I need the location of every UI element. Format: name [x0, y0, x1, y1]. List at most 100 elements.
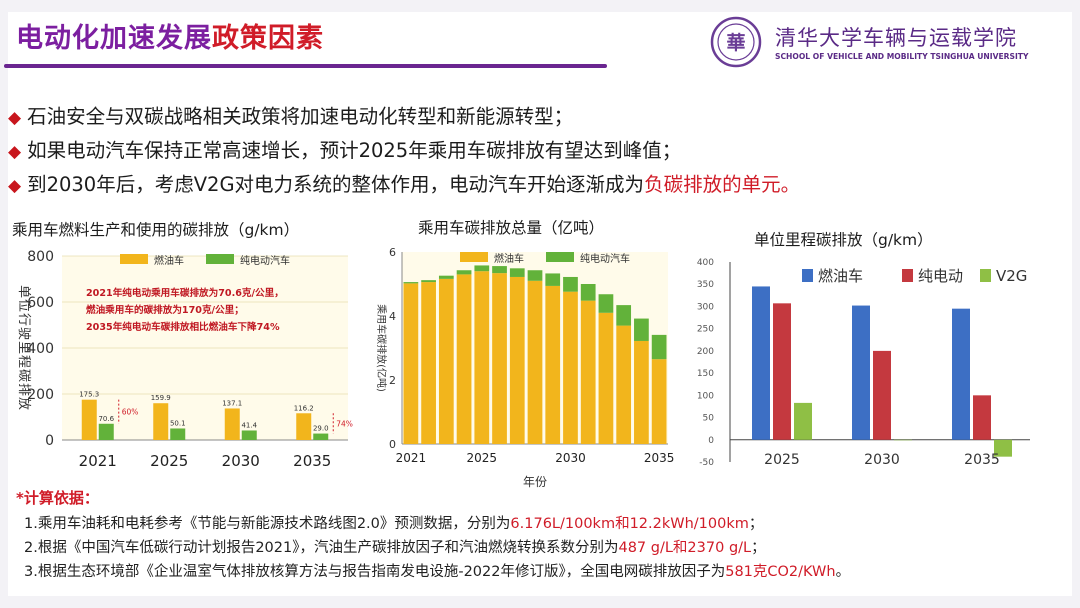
- chart3-x-tick: 2025: [764, 452, 800, 468]
- university-seal-icon: 華: [710, 16, 762, 68]
- chart3-legend-v2g: V2G: [996, 267, 1027, 285]
- bullet-3: ◆ 到2030年后，考虑V2G对电力系统的整体作用，电动汽车开始逐渐成为负碳排放的…: [8, 168, 800, 197]
- note-2-suffix: ；: [751, 540, 766, 556]
- chart1-x-tick: 2035: [293, 452, 331, 470]
- chart2-bar-fuel: [474, 271, 490, 444]
- note-1-highlight: 6.176L/100km和12.2kWh/100km: [510, 516, 749, 532]
- bullet-2-text: 如果电动汽车保持正常高速增长，预计2025年乘用车碳排放有望达到峰值；: [27, 139, 682, 162]
- chart1-title: 乘用车燃料生产和使用的碳排放（g/km）: [12, 221, 300, 239]
- note-1: 1.乘用车油耗和电耗参考《节能与新能源技术路线图2.0》预测数据，分别为6.17…: [24, 512, 763, 533]
- seal-character: 華: [726, 31, 745, 54]
- chart1-value-label-ev: 70.6: [98, 415, 114, 423]
- chart2-bar-fuel: [456, 274, 472, 444]
- chart1-value-label-fuel: 116.2: [294, 404, 314, 412]
- chart2-legend-swatch-ev: [546, 252, 574, 262]
- chart1-y-axis-label: 单位行驶里程碳排放: [16, 285, 31, 411]
- chart2: 乘用车碳排放(亿吨) 0 2 4 6 2021 2025 2030 2035 年份 燃油车 纯电动汽车: [375, 246, 675, 489]
- chart2-bar-ev: [492, 266, 507, 274]
- chart2-bar-fuel: [580, 300, 596, 444]
- diamond-bullet-icon: ◆: [8, 108, 22, 128]
- chart2-y-tick: 0: [389, 438, 396, 451]
- chart1-x-tick: 2030: [222, 452, 260, 470]
- chart1-y-tick: 200: [27, 387, 54, 403]
- chart2-y-tick: 6: [389, 246, 396, 259]
- chart3-x-tick: 2030: [864, 452, 900, 468]
- chart1-bar-ev: [241, 430, 257, 440]
- chart2-x-tick: 2025: [467, 451, 498, 465]
- chart1-bar-fuel: [224, 408, 240, 440]
- chart3-legend-swatch-v2g: [980, 269, 991, 282]
- notes-heading: *计算依据：: [16, 489, 99, 507]
- chart3-legend-fuel: 燃油车: [818, 267, 863, 285]
- chart3-legend-swatch-ev: [902, 269, 913, 282]
- note-3-suffix: 。: [835, 564, 851, 580]
- chart1-bar-fuel: [296, 413, 312, 440]
- note-2-text: 2.根据《中国汽车低碳行动计划报告2021》，汽油生产碳排放因子和汽油燃烧转换系…: [24, 540, 619, 556]
- chart1-y-tick: 600: [27, 295, 54, 311]
- chart2-bar-ev: [527, 270, 543, 281]
- title-underline: [4, 64, 607, 68]
- chart3-bar-ev: [873, 350, 891, 440]
- chart2-x-tick: 2021: [396, 451, 427, 465]
- chart3-y-tick: 100: [697, 391, 714, 401]
- chart2-bar-fuel: [509, 276, 525, 444]
- chart2-bar-fuel: [616, 325, 632, 444]
- note-2: 2.根据《中国汽车低碳行动计划报告2021》，汽油生产碳排放因子和汽油燃烧转换系…: [24, 536, 766, 557]
- chart2-x-tick: 2035: [644, 451, 675, 465]
- chart3-bar-v2g: [994, 439, 1012, 457]
- chart3-bar-v2g: [794, 402, 812, 440]
- chart1-bar-ev: [170, 428, 186, 440]
- bullet-2: ◆ 如果电动汽车保持正常高速增长，预计2025年乘用车碳排放有望达到峰值；: [8, 134, 681, 163]
- chart2-bar-fuel: [563, 291, 578, 444]
- chart1-bar-ev: [313, 433, 329, 440]
- chart2-bar-ev: [580, 284, 596, 301]
- note-3: 3.根据生态环境部《企业温室气体排放核算方法与报告指南发电设施-2022年修订版…: [24, 560, 850, 581]
- chart1-value-label-fuel: 159.9: [151, 394, 171, 402]
- chart2-x-tick: 2030: [555, 451, 586, 465]
- chart2-y-tick: 4: [389, 310, 396, 323]
- chart3-bar-fuel: [752, 286, 770, 440]
- chart1-bar-ev: [98, 423, 114, 440]
- chart2-bar-fuel: [527, 280, 543, 444]
- chart2-bar-ev: [545, 273, 561, 286]
- chart2-bar-ev: [456, 270, 472, 275]
- chart2-bar-ev: [651, 334, 667, 360]
- chart3: -50 0 50 100 150 200 250 300 350 400 2025 2030 2035 燃…: [697, 258, 1030, 468]
- chart1-reduction-label: 60%: [122, 408, 139, 417]
- chart3-x-tick: 2035: [964, 452, 1000, 468]
- chart2-legend-swatch-fuel: [460, 252, 488, 262]
- title-part-1: 电动化加速发展: [16, 23, 212, 54]
- chart2-y-axis-label: 乘用车碳排放(亿吨): [375, 304, 388, 392]
- chart2-legend-fuel: 燃油车: [494, 252, 524, 265]
- chart3-y-tick: 400: [697, 258, 714, 268]
- university-subtitle: SCHOOL OF VEHICLE AND MOBILITY TSINGHUA …: [775, 52, 1029, 61]
- chart3-y-tick: 150: [697, 369, 714, 379]
- chart1-annotation-line: 2021年纯电动乘用车碳排放为70.6克/公里，: [86, 287, 284, 299]
- bullet-1: ◆ 石油安全与双碳战略相关政策将加速电动化转型和新能源转型；: [8, 100, 573, 129]
- note-3-text: 3.根据生态环境部《企业温室气体排放核算方法与报告指南发电设施-2022年修订版…: [24, 564, 726, 580]
- bullet-3-text: 到2030年后，考虑V2G对电力系统的整体作用，电动汽车开始逐渐成为: [27, 173, 645, 196]
- chart1-y-tick: 800: [27, 249, 54, 265]
- note-1-text: 1.乘用车油耗和电耗参考《节能与新能源技术路线图2.0》预测数据，分别为: [24, 516, 511, 532]
- chart2-bar-ev: [598, 294, 614, 313]
- chart2-bar-ev: [563, 276, 578, 292]
- chart2-x-axis-label: 年份: [523, 475, 547, 489]
- chart3-y-tick: -50: [699, 458, 714, 468]
- chart2-bar-ev: [616, 305, 632, 326]
- title-part-2: 政策因素: [212, 23, 324, 54]
- chart3-bar-ev: [773, 303, 791, 440]
- chart1-legend-ev: 纯电动汽车: [240, 254, 290, 267]
- note-1-suffix: ；: [748, 516, 764, 532]
- chart2-bar-ev: [403, 282, 419, 284]
- chart1-legend-swatch-fuel: [120, 254, 148, 264]
- chart3-bar-fuel: [852, 305, 870, 440]
- chart3-y-tick: 0: [708, 436, 714, 446]
- university-name: 清华大学车辆与运载学院: [775, 26, 1017, 50]
- chart3-legend-swatch-fuel: [802, 269, 813, 282]
- slide-title: 电动化加速发展政策因素: [16, 16, 324, 55]
- chart1-x-tick: 2025: [150, 452, 188, 470]
- chart3-y-tick: 50: [703, 414, 715, 424]
- chart2-bar-ev: [634, 318, 649, 341]
- bullet-1-text: 石油安全与双碳战略相关政策将加速电动化转型和新能源转型；: [27, 105, 574, 128]
- diamond-bullet-icon: ◆: [8, 176, 22, 196]
